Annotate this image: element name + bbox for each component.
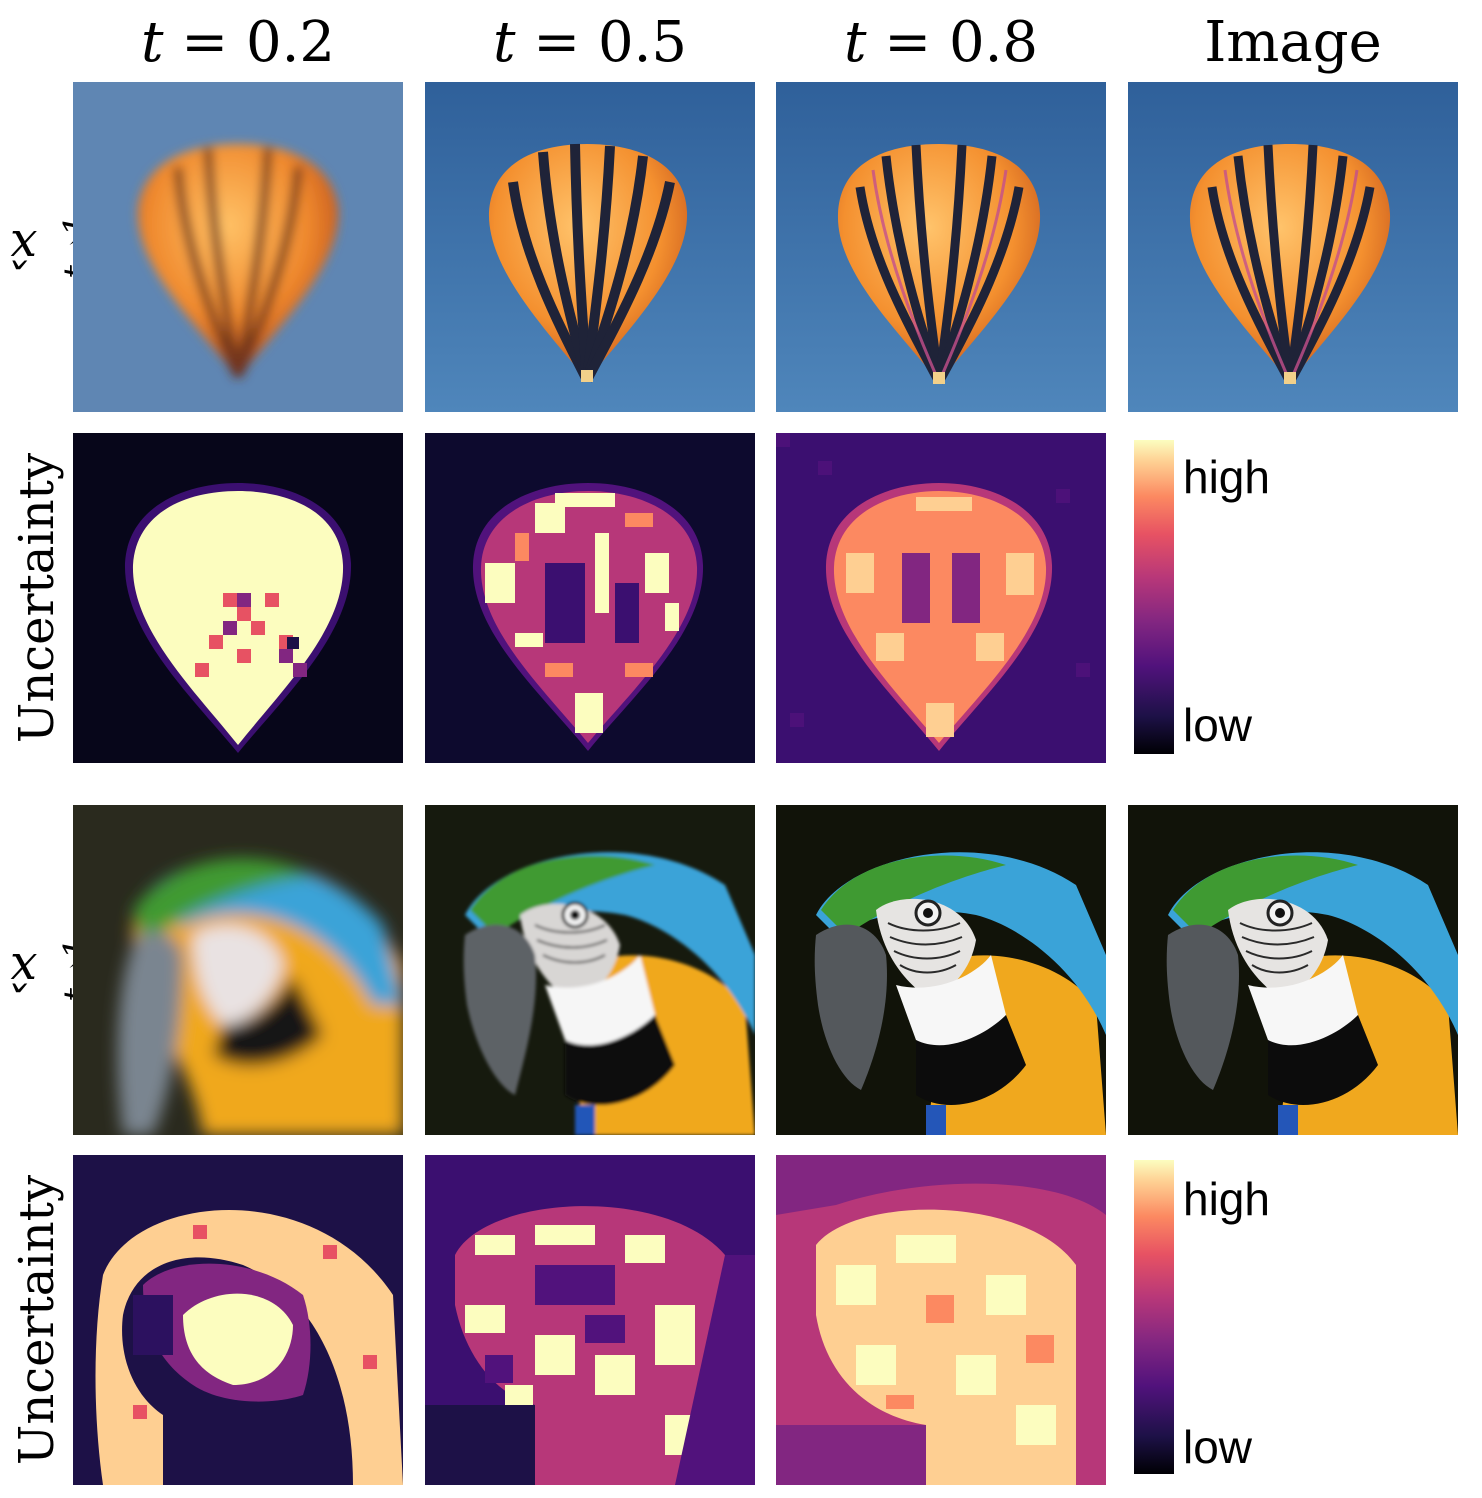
balloon-prediction-t02 <box>73 82 403 412</box>
parrot-uncertainty-t08 <box>776 1155 1106 1485</box>
balloon-uncertainty-t05 <box>425 433 755 763</box>
column-title-t08: t = 0.8 <box>843 10 1039 75</box>
column-title-t02: t = 0.2 <box>140 10 336 75</box>
parrot-prediction-t02 <box>73 805 403 1135</box>
row-label-uncertainty-parrot: Uncertainty <box>9 1174 65 1466</box>
colorbar-high-label-parrot: high <box>1183 1173 1270 1225</box>
balloon-prediction-t08 <box>776 82 1106 412</box>
balloon-uncertainty-t02 <box>73 433 403 763</box>
parrot-uncertainty-t05 <box>425 1155 755 1485</box>
row-label-prediction-balloon: x̂t→1 <box>10 215 97 279</box>
row-label-prediction-parrot: x̂t→1 <box>10 938 97 1002</box>
colorbar-parrot <box>1134 1160 1174 1474</box>
row-label-uncertainty-balloon: Uncertainty <box>9 452 65 744</box>
colorbar-balloon <box>1134 440 1174 754</box>
parrot-prediction-t08 <box>776 805 1106 1135</box>
colorbar-low-label-balloon: low <box>1183 699 1253 751</box>
balloon-uncertainty-t08 <box>776 433 1106 763</box>
balloon-prediction-t05 <box>425 82 755 412</box>
balloon-original-image <box>1128 82 1458 412</box>
parrot-original-image <box>1128 805 1458 1135</box>
column-title-image: Image <box>1204 10 1382 75</box>
column-title-t05: t = 0.5 <box>492 10 688 75</box>
parrot-prediction-t05 <box>425 805 755 1135</box>
colorbar-high-label-balloon: high <box>1183 451 1270 503</box>
colorbar-low-label-parrot: low <box>1183 1421 1253 1473</box>
parrot-uncertainty-t02 <box>73 1155 403 1485</box>
